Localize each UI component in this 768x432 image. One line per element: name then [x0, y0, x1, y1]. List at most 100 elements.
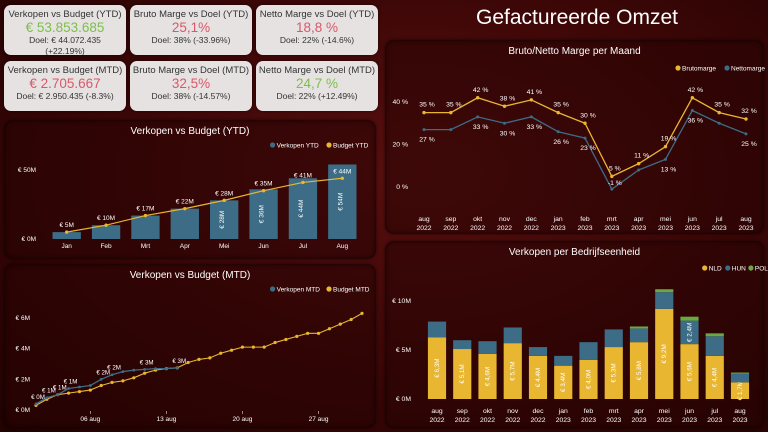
x-tick-label: mei [659, 408, 670, 415]
stacked-bar-segment [629, 328, 649, 343]
line-point [219, 351, 223, 355]
x-tick-label: 2022 [455, 417, 470, 424]
stacked-bar-segment [705, 336, 724, 356]
line-point [88, 388, 92, 392]
chart-panel-sales-mtd: Verkopen vs Budget (MTD) [4, 264, 376, 428]
stacked-bar-segment [680, 316, 699, 321]
line-point [230, 348, 234, 352]
x-tick-label: feb [580, 216, 590, 223]
kpi-card-gross-margin-ytd: Bruto Marge vs Doel (YTD) 25,1% Doel: 38… [130, 5, 252, 55]
stacked-bar-segment [528, 355, 548, 399]
x-tick-label: Feb [100, 243, 112, 250]
data-label: € 10M [97, 215, 115, 222]
legend-label: Nettomarge [731, 66, 765, 73]
line-point [262, 345, 266, 349]
line-point [610, 174, 614, 179]
kpi-target: Doel: 22% (+12.49%) [276, 91, 358, 101]
x-tick-label: Jan [61, 243, 72, 250]
x-tick-label: 06 aug [80, 416, 100, 423]
legend-marker [702, 265, 708, 271]
data-label: € 22M [176, 199, 194, 206]
kpi-title: Netto Marge vs Doel (MTD) [258, 65, 376, 76]
data-label: € 35M [255, 181, 273, 188]
data-label: 25 % [741, 141, 757, 148]
data-label: 41 % [527, 89, 543, 96]
legend-label: Verkopen MTD [277, 287, 321, 294]
data-label: 11 % [634, 153, 649, 160]
line-point [349, 317, 353, 322]
x-tick-label: apr [634, 216, 645, 223]
line-point [340, 176, 345, 180]
kpi-title: Verkopen vs Budget (YTD) [8, 9, 122, 20]
line-point [717, 110, 721, 115]
bar-inner-label: € 6,3M [434, 358, 441, 377]
bar-inner-label: € 3,4M [560, 373, 567, 392]
data-label: 23 % [580, 145, 596, 152]
line-point [316, 331, 321, 335]
x-tick-label: mei [660, 216, 671, 223]
x-tick-label: 2023 [682, 417, 697, 424]
data-label: 38 % [500, 95, 516, 102]
x-tick-label: nov [499, 216, 511, 223]
stacked-bar-segment [730, 373, 750, 383]
x-tick-label: jun [687, 216, 697, 223]
data-label: € 1M [53, 385, 67, 392]
x-tick-label: jul [715, 216, 723, 223]
data-label: 35 % [714, 102, 730, 109]
line-point [502, 104, 507, 108]
x-tick-label: aug [418, 216, 430, 223]
y-tick-label: € 6M [16, 315, 30, 322]
chart-title: Verkopen vs Budget (YTD) [130, 126, 250, 137]
line-point [529, 98, 534, 102]
stacked-bar-segment [503, 327, 522, 344]
y-tick-label: € 4M [16, 346, 30, 353]
y-tick-label: 20 % [393, 142, 409, 149]
x-tick-label: Aug [337, 243, 349, 250]
stacked-bar-segment [604, 329, 623, 348]
x-tick-label: 27 aug [309, 416, 329, 423]
x-tick-label: jan [558, 408, 568, 415]
kpi-title: Bruto Marge vs Doel (MTD) [132, 65, 250, 76]
kpi-card-net-margin-ytd: Netto Marge vs Doel (YTD) 18,8 % Doel: 2… [256, 5, 378, 55]
data-label: 33 % [473, 124, 489, 131]
stacked-bar-segment [680, 344, 699, 399]
line-point [45, 396, 49, 400]
x-tick-label: 20 aug [233, 416, 253, 423]
data-label: 19 % [661, 136, 677, 143]
bar-inner-label: € 4,4M [712, 368, 719, 387]
line-point [449, 128, 453, 132]
line-point [154, 367, 157, 370]
x-tick-label: sep [445, 216, 456, 223]
line-point [583, 136, 587, 140]
x-tick-label: dec [526, 216, 538, 223]
line-point [56, 393, 60, 397]
line-point [284, 337, 288, 342]
x-tick-label: 2023 [577, 225, 592, 232]
x-tick-label: Apr [180, 243, 191, 250]
data-label: 30 % [580, 112, 596, 119]
stacked-bar-segment [478, 353, 497, 399]
line-point [67, 387, 70, 390]
x-tick-label: 2023 [707, 417, 722, 424]
page-title: Gefactureerde Omzet [476, 6, 678, 29]
chart-panel-sales-business-unit: Verkopen per Bedrijfseenheid [385, 241, 764, 428]
legend-marker [748, 265, 754, 271]
x-tick-label: 2023 [657, 417, 672, 424]
data-label: 35 % [419, 102, 435, 109]
stacked-bar-segment [579, 342, 598, 360]
legend-label: NLD [709, 266, 722, 273]
line-point [222, 198, 226, 203]
x-tick-label: 2022 [429, 417, 444, 424]
stacked-bar-segment [604, 347, 623, 399]
bar-inner-label: € 4,4M [535, 368, 542, 387]
stacked-bar-segment [655, 308, 674, 399]
x-tick-label: mrt [609, 408, 619, 415]
kpi-target: Doel: 38% (-33.96%) [151, 35, 231, 45]
y-tick-label: € 10M [392, 298, 411, 305]
data-label: 33 % [527, 124, 543, 131]
x-tick-label: 2022 [524, 225, 539, 232]
data-label: 42 % [473, 87, 489, 94]
line-point [338, 322, 342, 326]
line-point [143, 367, 147, 371]
x-tick-label: aug [431, 408, 443, 415]
